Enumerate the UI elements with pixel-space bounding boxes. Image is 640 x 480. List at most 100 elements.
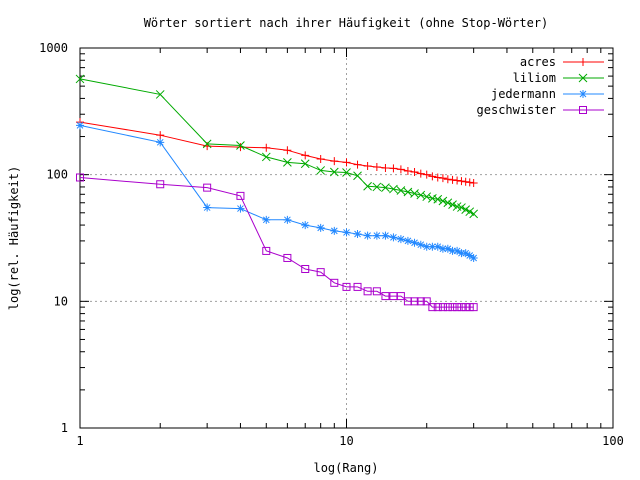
data-point [203,183,212,192]
data-point [403,236,412,245]
data-point [330,226,339,235]
data-point [448,200,457,209]
data-point [416,240,425,249]
data-point [428,194,437,203]
data-point [416,297,425,306]
data-point [410,189,419,198]
data-point [433,242,442,251]
data-point [416,190,426,200]
data-point [203,203,212,212]
data-point [381,292,390,301]
data-point [443,244,452,253]
x-tick-label: 100 [602,434,624,448]
x-tick-label: 10 [339,434,353,448]
y-tick-label: 1 [61,421,68,435]
data-point [156,180,165,189]
x-axis-label: log(Rang) [313,461,378,475]
data-point [301,151,310,160]
data-point [422,170,431,179]
data-point [465,207,475,217]
data-point [448,246,457,255]
data-point [461,249,470,258]
data-point [330,278,339,287]
data-point [403,166,412,175]
legend-label: acres [520,55,556,69]
data-point [283,253,292,262]
data-point [372,162,381,171]
data-point [433,173,442,182]
data-point [353,230,362,239]
data-point [316,154,325,163]
data-point [202,139,212,149]
data-point [236,141,245,150]
series-line [79,124,474,259]
data-point [342,282,351,291]
series-acres [76,118,478,187]
series-group [75,74,479,312]
data-point [457,249,466,258]
data-point [428,242,437,251]
data-point [396,186,406,195]
data-point [422,297,431,306]
data-point [76,121,84,130]
data-point [236,204,245,213]
legend-label: geschwister [477,103,556,117]
series-liliom [75,74,479,219]
data-point [428,303,437,312]
data-point [283,215,292,224]
data-point [457,203,466,212]
data-point [283,146,292,155]
series-jedermann [76,121,478,262]
data-point [422,242,431,251]
data-point [469,303,478,312]
y-axis-label: log(rel. Häufigkeit) [7,166,21,311]
data-point [465,251,474,260]
data-point [410,238,419,247]
data-point [448,303,457,312]
data-point [438,196,448,206]
data-point [363,287,372,296]
y-tick-label: 1000 [39,41,68,55]
y-tick-label: 10 [54,294,68,308]
data-point [353,282,362,291]
data-point [301,221,310,230]
data-point [438,174,447,183]
data-point [75,74,85,84]
data-point [316,223,325,232]
axis-ticks: 1 10 100 1 10 100 1000 [39,41,624,448]
legend-label: jedermann [491,87,556,101]
data-point [389,184,398,194]
data-point [443,303,452,312]
data-point [76,173,84,182]
data-point [461,177,470,186]
data-point [438,244,447,253]
data-point [453,246,462,255]
data-point [342,168,351,177]
data-point [316,166,326,175]
data-point [156,131,165,140]
data-point [457,303,466,312]
data-point [465,178,474,187]
data-point [262,215,271,224]
data-point [428,172,437,181]
data-point [422,192,432,202]
data-point [301,264,310,273]
data-point [453,303,462,312]
y-tick-label: 100 [46,168,68,182]
data-point [381,163,390,172]
data-point [262,143,271,152]
legend-marker [579,106,587,114]
data-point [461,205,471,214]
chart-title: Wörter sortiert nach ihrer Häufigkeit (o… [144,16,549,30]
data-point [433,194,443,204]
data-point [403,187,413,197]
legend-marker [578,73,588,83]
data-point [469,178,478,187]
data-point [416,169,425,178]
data-point [381,231,390,240]
data-point [469,209,479,219]
legend-marker [579,58,587,66]
data-point [156,138,165,147]
data-point [457,177,466,186]
